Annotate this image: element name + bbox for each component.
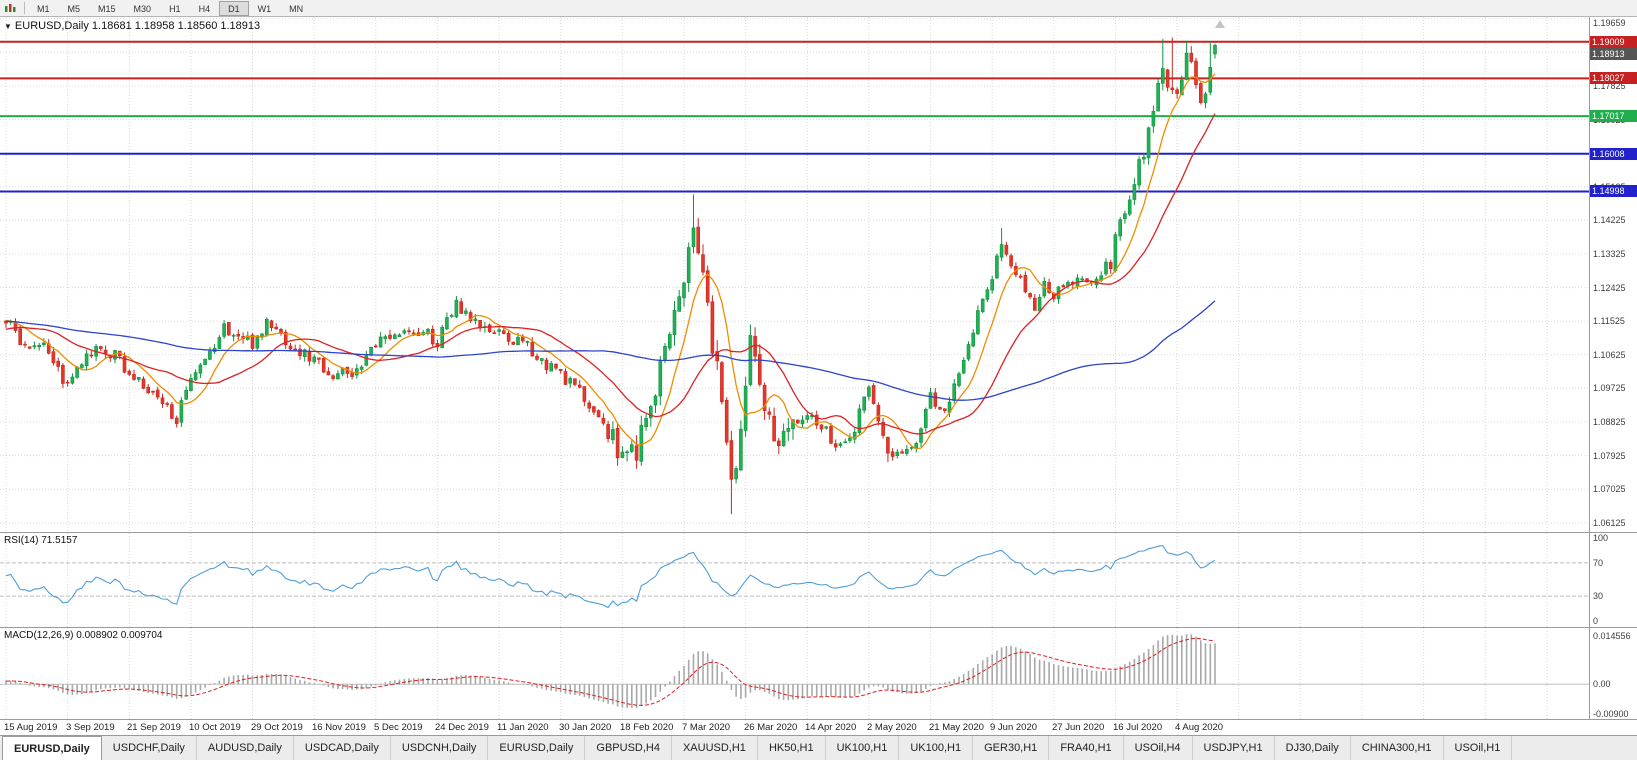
price-chart-pane[interactable]: ▼ EURUSD,Daily 1.18681 1.18958 1.18560 1… [0, 17, 1589, 533]
rsi-pane[interactable]: RSI(14) 71.5157 [0, 533, 1589, 628]
macd-pane[interactable]: MACD(12,26,9) 0.008902 0.009704 [0, 628, 1589, 720]
timeframe-button-W1[interactable]: W1 [257, 3, 272, 14]
date-label: 11 Jan 2020 [497, 722, 549, 733]
date-label: 30 Jan 2020 [559, 722, 612, 733]
price-axis-label: 1.17825 [1593, 81, 1626, 91]
timeframe-button-M15[interactable]: M15 [98, 3, 116, 14]
timeframe-buttons: M1 M5 M15 M30 H1 H4 D1 W1 MN [28, 0, 312, 16]
chart-tab[interactable]: USDCNH,Daily [391, 736, 489, 760]
macd-axis[interactable]: 0.014556 0.00 -0.00900 [1589, 628, 1637, 720]
date-label: 24 Dec 2019 [435, 722, 489, 733]
chart-tab[interactable]: AUDUSD,Daily [197, 736, 294, 760]
price-axis-label: 1.14225 [1593, 215, 1626, 225]
price-axis-max-label: 1.19659 [1593, 18, 1626, 28]
chart-tab[interactable]: CHINA300,H1 [1351, 736, 1444, 760]
price-axis-label: 1.11525 [1593, 316, 1625, 326]
date-label: 18 Feb 2020 [620, 722, 674, 733]
date-label: 16 Jul 2020 [1113, 722, 1163, 733]
chart-tab[interactable]: EURUSD,Daily [2, 736, 102, 760]
date-label: 29 Oct 2019 [251, 722, 303, 733]
date-label: 15 Aug 2019 [4, 722, 58, 733]
rsi-axis-label: 0 [1593, 616, 1599, 626]
chart-tab[interactable]: USDJPY,H1 [1193, 736, 1275, 760]
price-axis-label: 1.12425 [1593, 283, 1626, 293]
rsi-canvas[interactable] [0, 533, 1589, 627]
date-label: 21 Sep 2019 [127, 722, 181, 733]
price-chart-canvas[interactable] [0, 17, 1589, 532]
date-label: 14 Apr 2020 [805, 722, 857, 733]
date-label: 16 Nov 2019 [312, 722, 366, 733]
time-axis[interactable]: 15 Aug 2019 3 Sep 2019 21 Sep 2019 10 Oct 2… [0, 720, 1637, 736]
price-badge: 1.19009 [1590, 36, 1637, 48]
timeframe-button-M1[interactable]: M1 [37, 3, 50, 14]
macd-axis-label: -0.00900 [1593, 709, 1629, 719]
chart-tab-bar: EURUSD,Daily USDCHF,Daily AUDUSD,Daily USDC… [0, 736, 1637, 760]
price-badge: 1.17017 [1590, 110, 1637, 122]
price-axis-label: 1.07925 [1593, 451, 1626, 461]
toolbar-separator [24, 2, 25, 14]
candles-icon [5, 4, 16, 12]
date-label: 10 Oct 2019 [189, 722, 241, 733]
price-axis-label: 1.07025 [1593, 484, 1626, 494]
date-label: 3 Sep 2019 [66, 722, 115, 733]
chart-tab[interactable]: USDCAD,Daily [294, 736, 391, 760]
chart-tab[interactable]: DJ30,Daily [1275, 736, 1351, 760]
chart-header: ▼ EURUSD,Daily 1.18681 1.18958 1.18560 1… [4, 20, 260, 32]
price-axis-label: 1.06125 [1593, 518, 1626, 528]
price-axis-label: 1.08825 [1593, 417, 1626, 427]
timeframe-button-D1[interactable]: D1 [219, 0, 249, 16]
date-label: 2 May 2020 [867, 722, 917, 733]
timeframe-button-MN[interactable]: MN [289, 3, 304, 14]
rsi-axis-label: 70 [1593, 558, 1604, 568]
chart-tab[interactable]: XAUUSD,H1 [672, 736, 758, 760]
timeframe-button-M30[interactable]: M30 [133, 3, 152, 14]
macd-axis-label: 0.00 [1593, 679, 1611, 689]
date-label: 7 Mar 2020 [682, 722, 731, 733]
price-axis-label: 1.09725 [1593, 383, 1626, 393]
timeframe-button-H4[interactable]: H4 [198, 3, 211, 14]
date-label: 9 Jun 2020 [990, 722, 1038, 733]
chart-tab[interactable]: EURUSD,Daily [488, 736, 586, 760]
price-axis-label: 1.10625 [1593, 350, 1626, 360]
chart-dropdown-icon[interactable]: ▼ [4, 21, 12, 31]
chart-ohlc-readout: EURUSD,Daily 1.18681 1.18958 1.18560 1.1… [14, 20, 261, 32]
chart-area: ▼ EURUSD,Daily 1.18681 1.18958 1.18560 1… [0, 17, 1637, 720]
price-badge: 1.16008 [1590, 148, 1637, 160]
rsi-axis-label: 30 [1593, 591, 1604, 601]
date-label: 5 Dec 2019 [374, 722, 423, 733]
chart-tab[interactable]: USDCHF,Daily [102, 736, 197, 760]
macd-canvas[interactable] [0, 628, 1589, 719]
price-badge: 1.14998 [1590, 185, 1637, 197]
date-label: 4 Aug 2020 [1175, 722, 1224, 733]
timeframe-toolbar: M1 M5 M15 M30 H1 H4 D1 W1 MN [0, 0, 1637, 17]
date-label: 27 Jun 2020 [1052, 722, 1105, 733]
rsi-axis[interactable]: 100 70 30 0 [1589, 533, 1637, 628]
macd-label: MACD(12,26,9) 0.008902 0.009704 [4, 630, 163, 641]
price-axis[interactable]: 1.196591.187251.178251.169251.160251.151… [1589, 17, 1637, 533]
chart-tab[interactable]: HK50,H1 [758, 736, 826, 760]
new-chart-icon[interactable] [0, 2, 21, 14]
chart-tab[interactable]: GER30,H1 [973, 736, 1050, 760]
chart-shift-marker [1215, 20, 1225, 28]
rsi-axis-label: 100 [1593, 533, 1609, 543]
price-badge: 1.18027 [1590, 72, 1637, 84]
timeframe-button-M5[interactable]: M5 [67, 3, 81, 14]
rsi-label: RSI(14) 71.5157 [4, 535, 78, 546]
macd-axis-label: 0.014556 [1593, 631, 1631, 641]
chart-tab[interactable]: USOil,H1 [1444, 736, 1513, 760]
chart-tab[interactable]: UK100,H1 [899, 736, 974, 760]
price-axis-label: 1.13325 [1593, 249, 1626, 259]
chart-tab[interactable]: FRA40,H1 [1049, 736, 1124, 760]
timeframe-button-H1[interactable]: H1 [169, 3, 181, 14]
chart-tab[interactable]: USOil,H4 [1124, 736, 1193, 760]
date-label: 21 May 2020 [929, 722, 984, 733]
date-label: 26 Mar 2020 [744, 722, 798, 733]
chart-tab[interactable]: GBPUSD,H4 [585, 736, 672, 760]
chart-tab[interactable]: UK100,H1 [826, 736, 900, 760]
price-badge: 1.18913 [1590, 48, 1637, 60]
